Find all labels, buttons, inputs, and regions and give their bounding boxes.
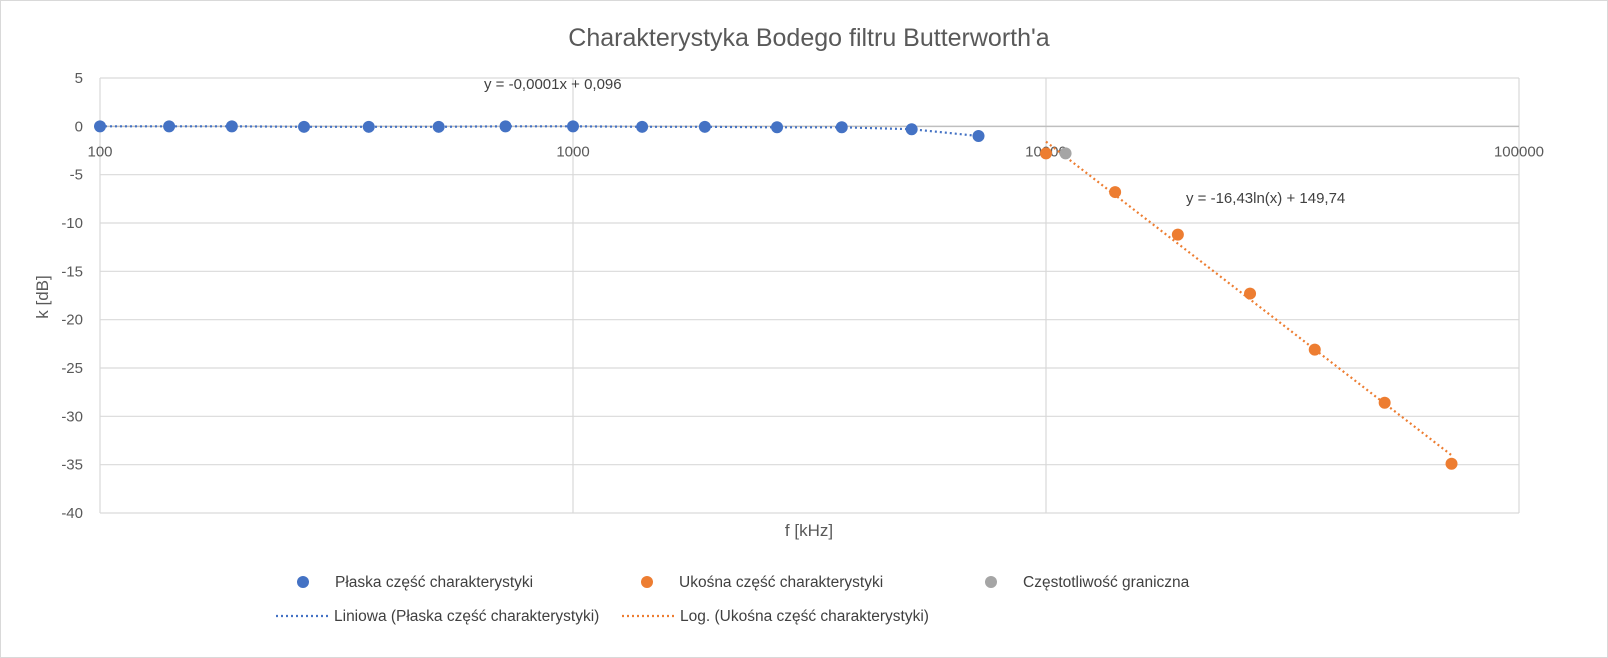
flat-point [698, 120, 711, 133]
slope-point [1171, 228, 1184, 241]
flat-point [362, 120, 375, 133]
legend: Płaska część charakterystyki Ukośna część… [276, 574, 1190, 625]
legend-label: Ukośna część charakterystyki [679, 574, 883, 591]
legend-marker-slope [641, 576, 653, 588]
flat-point [163, 120, 176, 133]
flat-point [225, 120, 238, 133]
legend-marker-flat [297, 576, 309, 588]
flat-point [432, 120, 445, 133]
y-tick-label: -40 [61, 505, 83, 522]
y-tick-label: -25 [61, 360, 83, 377]
y-tick-labels: 5 0 -5 -10 -15 -20 -25 -30 -35 -40 [61, 70, 83, 522]
grid [99, 77, 1520, 514]
x-tick-label: 100000 [1494, 143, 1544, 160]
slope-point [1040, 147, 1052, 160]
flat-point [636, 120, 649, 133]
flat-point [771, 121, 784, 134]
linear-trendline [100, 125, 979, 138]
y-tick-label: -30 [61, 408, 83, 425]
slope-point [1445, 457, 1458, 470]
legend-label: Liniowa (Płaska część charakterystyki) [334, 608, 599, 625]
y-axis-label: k [dB] [33, 275, 52, 318]
flat-point [567, 120, 579, 133]
y-tick-label: -10 [61, 215, 83, 232]
x-tick-label: 100 [87, 143, 112, 160]
flat-point [835, 121, 848, 134]
y-tick-label: -35 [61, 457, 83, 474]
x-tick-label: 1000 [556, 143, 589, 160]
legend-label: Log. (Ukośna część charakterystyki) [680, 608, 929, 625]
x-tick-labels: 100100010000100000 [87, 143, 1544, 160]
legend-marker-cutoff [985, 576, 997, 588]
trendline-equation-linear: y = -0,0001x + 0,096 [484, 76, 622, 93]
trendline-equation-log: y = -16,43ln(x) + 149,74 [1186, 190, 1345, 207]
flat-point [499, 120, 512, 133]
y-tick-label: -5 [70, 167, 83, 184]
x-axis-label: f [kHz] [785, 521, 833, 540]
data-points [94, 120, 1458, 470]
chart-title: Charakterystyka Bodego filtru Butterwort… [568, 24, 1049, 52]
slope-point [1109, 186, 1122, 199]
legend-label: Płaska część charakterystyki [335, 574, 533, 591]
flat-point [905, 123, 918, 136]
flat-point [298, 120, 311, 133]
legend-label: Częstotliwość graniczna [1023, 574, 1190, 591]
flat-point [94, 120, 106, 133]
y-tick-label: -20 [61, 312, 83, 329]
slope-point [1378, 396, 1391, 409]
y-tick-label: 0 [75, 118, 83, 135]
y-tick-label: -15 [61, 263, 83, 280]
y-tick-label: 5 [75, 70, 83, 87]
cutoff-point [1059, 147, 1072, 160]
slope-point [1308, 343, 1321, 356]
slope-point [1244, 287, 1257, 300]
flat-point [972, 130, 985, 142]
